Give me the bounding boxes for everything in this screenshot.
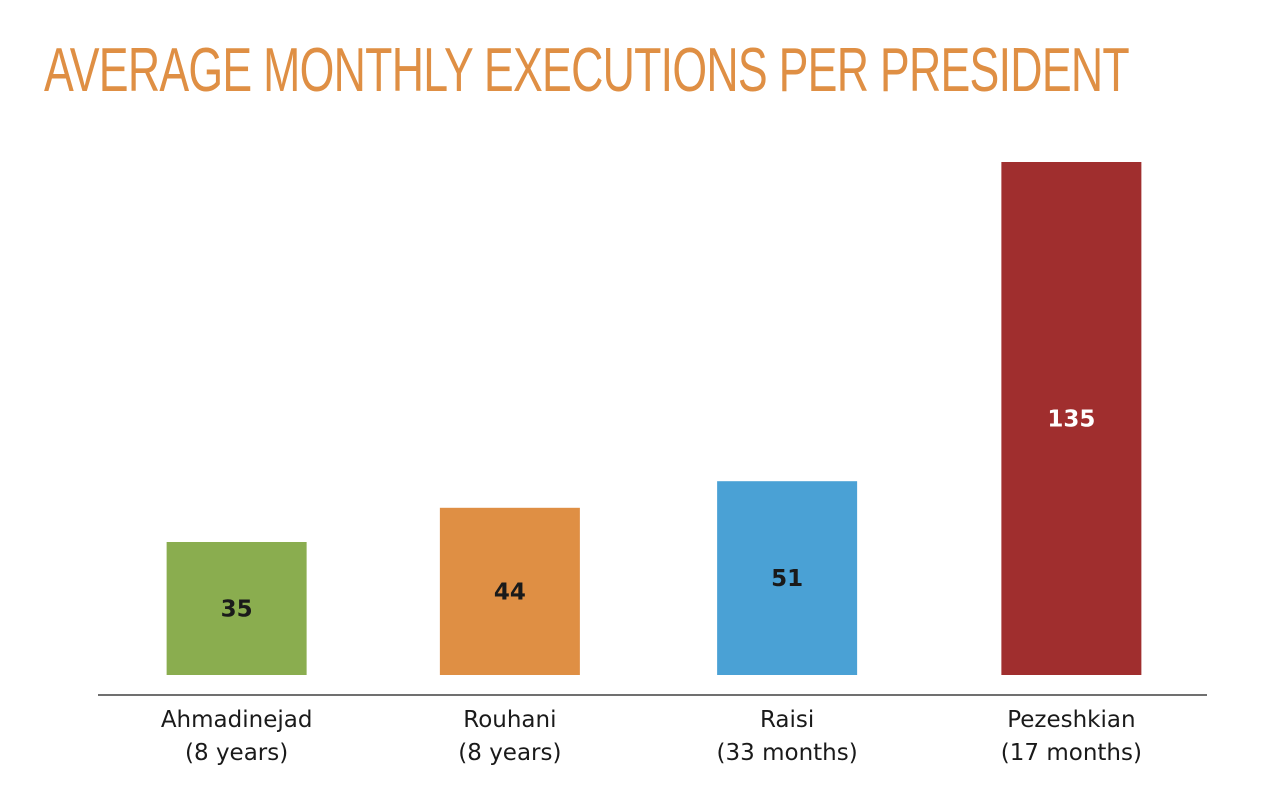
value-label: 44 xyxy=(494,579,526,605)
category-labels-group: Ahmadinejad (8 years) Rouhani (8 years) Rais… xyxy=(161,707,1142,766)
category-label-period: (33 months) xyxy=(717,740,858,766)
bar-pezeshkian xyxy=(1001,162,1142,675)
value-label: 35 xyxy=(221,597,253,623)
category-label-period: (8 years) xyxy=(185,740,288,766)
chart-title: AVERAGE MONTHLY EXECUTIONS PER PRESIDENT xyxy=(44,36,1130,105)
category-label-name: Ahmadinejad xyxy=(161,707,313,733)
category-label-period: (8 years) xyxy=(458,740,561,766)
category-label-name: Raisi xyxy=(760,707,814,733)
category-label-name: Rouhani xyxy=(463,707,556,733)
bar-rouhani xyxy=(439,507,580,675)
bar-ahmadinejad xyxy=(166,542,307,675)
value-label: 135 xyxy=(1047,407,1095,433)
category-label-name: Pezeshkian xyxy=(1007,707,1135,733)
bar-raisi xyxy=(717,481,858,675)
bars-group: 35 44 51 135 xyxy=(166,162,1142,675)
category-label-period: (17 months) xyxy=(1001,740,1142,766)
value-label: 51 xyxy=(771,566,803,592)
